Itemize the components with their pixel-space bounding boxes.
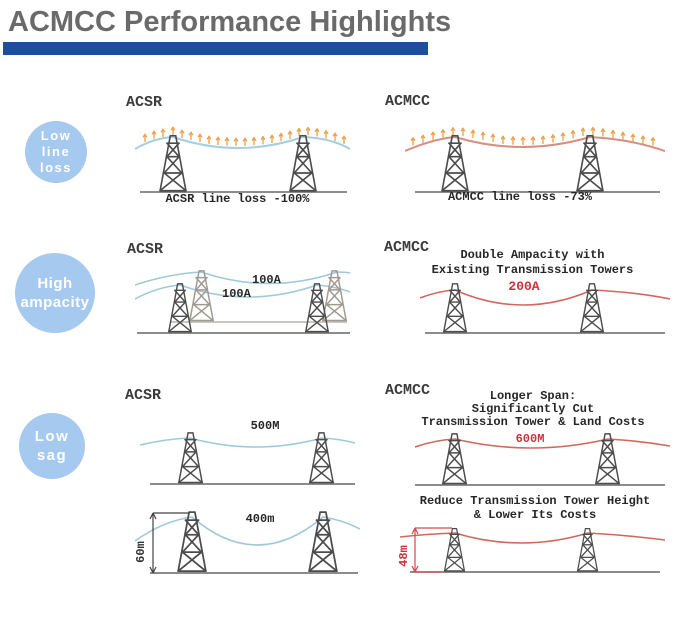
- wire-label-100a-2: 100A: [222, 287, 251, 301]
- acsr-tower-height-diagram: [135, 511, 360, 574]
- conductor-wire-blue: [135, 135, 350, 150]
- badge-line: sag: [36, 447, 68, 464]
- conductor-wire-red: [400, 532, 665, 544]
- heading-line: Double Ampacity with: [460, 248, 605, 262]
- wire-label-100a-1: 100A: [252, 273, 281, 287]
- transmission-tower: [159, 135, 187, 192]
- badge-line: Low: [34, 428, 70, 445]
- badge-low-sag: Low sag: [19, 413, 85, 479]
- badge-high-ampacity: High ampacity: [15, 253, 95, 333]
- heading-line: Existing Transmission Towers: [431, 263, 634, 277]
- acsr-label-row3: ACSR: [125, 387, 162, 404]
- transmission-tower-back: [322, 270, 347, 322]
- transmission-tower: [576, 135, 604, 192]
- badge-line: Low: [40, 128, 72, 143]
- acsr-line-loss-caption: ACSR line loss -100%: [165, 192, 310, 206]
- acmcc-label-row2: ACMCC: [384, 239, 430, 256]
- transmission-tower: [289, 135, 317, 192]
- conductor-wire-blue-front: [135, 284, 350, 300]
- badge-line: loss: [39, 160, 72, 175]
- acmcc-span-heading: Longer Span: Significantly Cut Transmiss…: [418, 390, 648, 429]
- acsr-line-loss-diagram: [135, 126, 350, 193]
- conductor-wire-blue: [135, 516, 360, 546]
- acmcc-label-row3: ACMCC: [385, 382, 431, 399]
- height-dimension-line: [149, 512, 190, 574]
- badge-line: High: [37, 275, 73, 292]
- badge-line: ampacity: [20, 294, 90, 311]
- span-label-400m: 400m: [245, 512, 275, 526]
- conductor-wire-red: [415, 438, 670, 449]
- span-label-600m: 600M: [515, 432, 545, 446]
- transmission-tower: [177, 511, 207, 572]
- heat-loss-arrows: [410, 126, 656, 146]
- acmcc-tower-height-heading: Reduce Transmission Tower Height & Lower…: [415, 494, 655, 522]
- acmcc-tower-height-diagram: [400, 527, 665, 573]
- acmcc-line-loss-diagram: [405, 126, 665, 193]
- height-dimension-line-red: [411, 527, 452, 573]
- transmission-tower: [168, 283, 192, 333]
- acsr-label-row1: ACSR: [126, 94, 163, 111]
- acmcc-span-diagram: [415, 433, 670, 486]
- acmcc-line-loss-caption: ACMCC line loss -73%: [447, 190, 593, 204]
- heading-line: Reduce Transmission Tower Height: [419, 494, 651, 508]
- conductor-wire-blue-back: [135, 271, 350, 286]
- heading-line: Longer Span:: [489, 389, 577, 403]
- conductor-wire-red: [420, 289, 670, 306]
- heading-line: Transmission Tower & Land Costs: [421, 415, 645, 429]
- acmcc-ampacity-diagram: [420, 283, 670, 334]
- span-label-500m: 500M: [250, 419, 280, 433]
- badge-line: line: [41, 144, 71, 159]
- wire-label-200a: 200A: [508, 279, 540, 294]
- acsr-label-row2: ACSR: [127, 241, 164, 258]
- heading-line: & Lower Its Costs: [473, 508, 597, 522]
- title-underline-bar: [3, 42, 428, 55]
- acsr-span-diagram: [140, 432, 355, 485]
- transmission-tower: [441, 135, 469, 192]
- conductor-wire-red: [405, 135, 665, 152]
- badge-low-line-loss: Low line loss: [25, 121, 87, 183]
- heading-line: Significantly Cut: [471, 402, 595, 416]
- acmcc-label-row1: ACMCC: [385, 93, 431, 110]
- acmcc-ampacity-heading: Double Ampacity with Existing Transmissi…: [425, 248, 640, 278]
- conductor-wire-blue: [140, 437, 355, 448]
- acsr-ampacity-diagram: [135, 270, 350, 334]
- transmission-tower-back: [189, 270, 214, 322]
- transmission-tower: [308, 511, 338, 572]
- page-title: ACMCC Performance Highlights: [8, 6, 452, 38]
